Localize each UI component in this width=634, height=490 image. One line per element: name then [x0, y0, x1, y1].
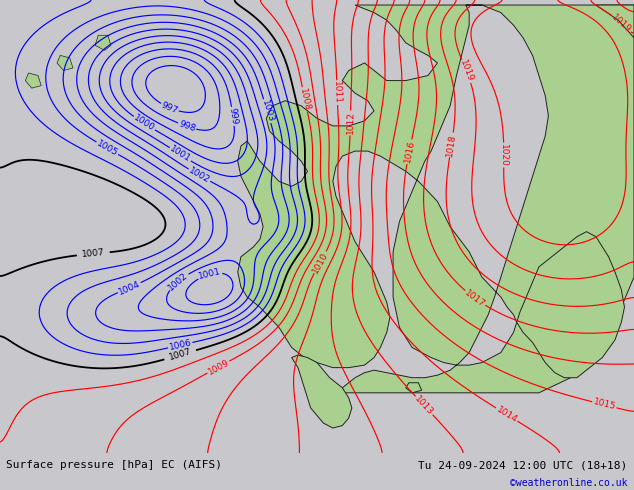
Text: 1013: 1013: [413, 394, 435, 417]
Polygon shape: [25, 73, 41, 88]
Text: 1005: 1005: [95, 139, 119, 158]
Text: 1003: 1003: [259, 99, 275, 123]
Text: 1018: 1018: [445, 133, 458, 157]
Text: 1004: 1004: [117, 279, 141, 296]
Text: 1007: 1007: [81, 248, 105, 259]
Text: 1009: 1009: [206, 358, 231, 376]
Polygon shape: [517, 232, 624, 378]
Text: ©weatheronline.co.uk: ©weatheronline.co.uk: [510, 478, 628, 488]
Text: 1016: 1016: [403, 140, 416, 164]
Text: 1011: 1011: [332, 81, 342, 104]
Text: Tu 24-09-2024 12:00 UTC (18+18): Tu 24-09-2024 12:00 UTC (18+18): [418, 460, 628, 470]
Text: 1000: 1000: [132, 114, 157, 133]
Text: 1008: 1008: [298, 87, 311, 112]
Text: 1001: 1001: [198, 267, 222, 281]
Text: 1006: 1006: [168, 338, 193, 352]
Text: Surface pressure [hPa] EC (AIFS): Surface pressure [hPa] EC (AIFS): [6, 460, 223, 470]
Text: 1007: 1007: [168, 347, 193, 363]
Text: 1002: 1002: [167, 270, 190, 292]
Polygon shape: [406, 383, 422, 393]
Text: 1010: 1010: [311, 250, 330, 274]
Text: 1019: 1019: [610, 13, 633, 35]
Text: 1014: 1014: [495, 405, 519, 424]
Polygon shape: [596, 5, 634, 38]
Polygon shape: [95, 35, 111, 50]
Text: 998: 998: [178, 120, 197, 133]
Polygon shape: [57, 55, 73, 71]
Text: 1020: 1020: [499, 144, 508, 167]
Text: 997: 997: [160, 100, 179, 115]
Polygon shape: [238, 5, 634, 393]
Text: 999: 999: [228, 107, 239, 125]
Text: 1017: 1017: [463, 288, 487, 309]
Text: 1002: 1002: [187, 166, 212, 185]
Text: 1015: 1015: [592, 398, 616, 412]
Polygon shape: [292, 355, 352, 428]
Text: 1019: 1019: [458, 59, 475, 84]
Text: 1001: 1001: [168, 145, 192, 164]
Text: 1012: 1012: [346, 111, 355, 135]
